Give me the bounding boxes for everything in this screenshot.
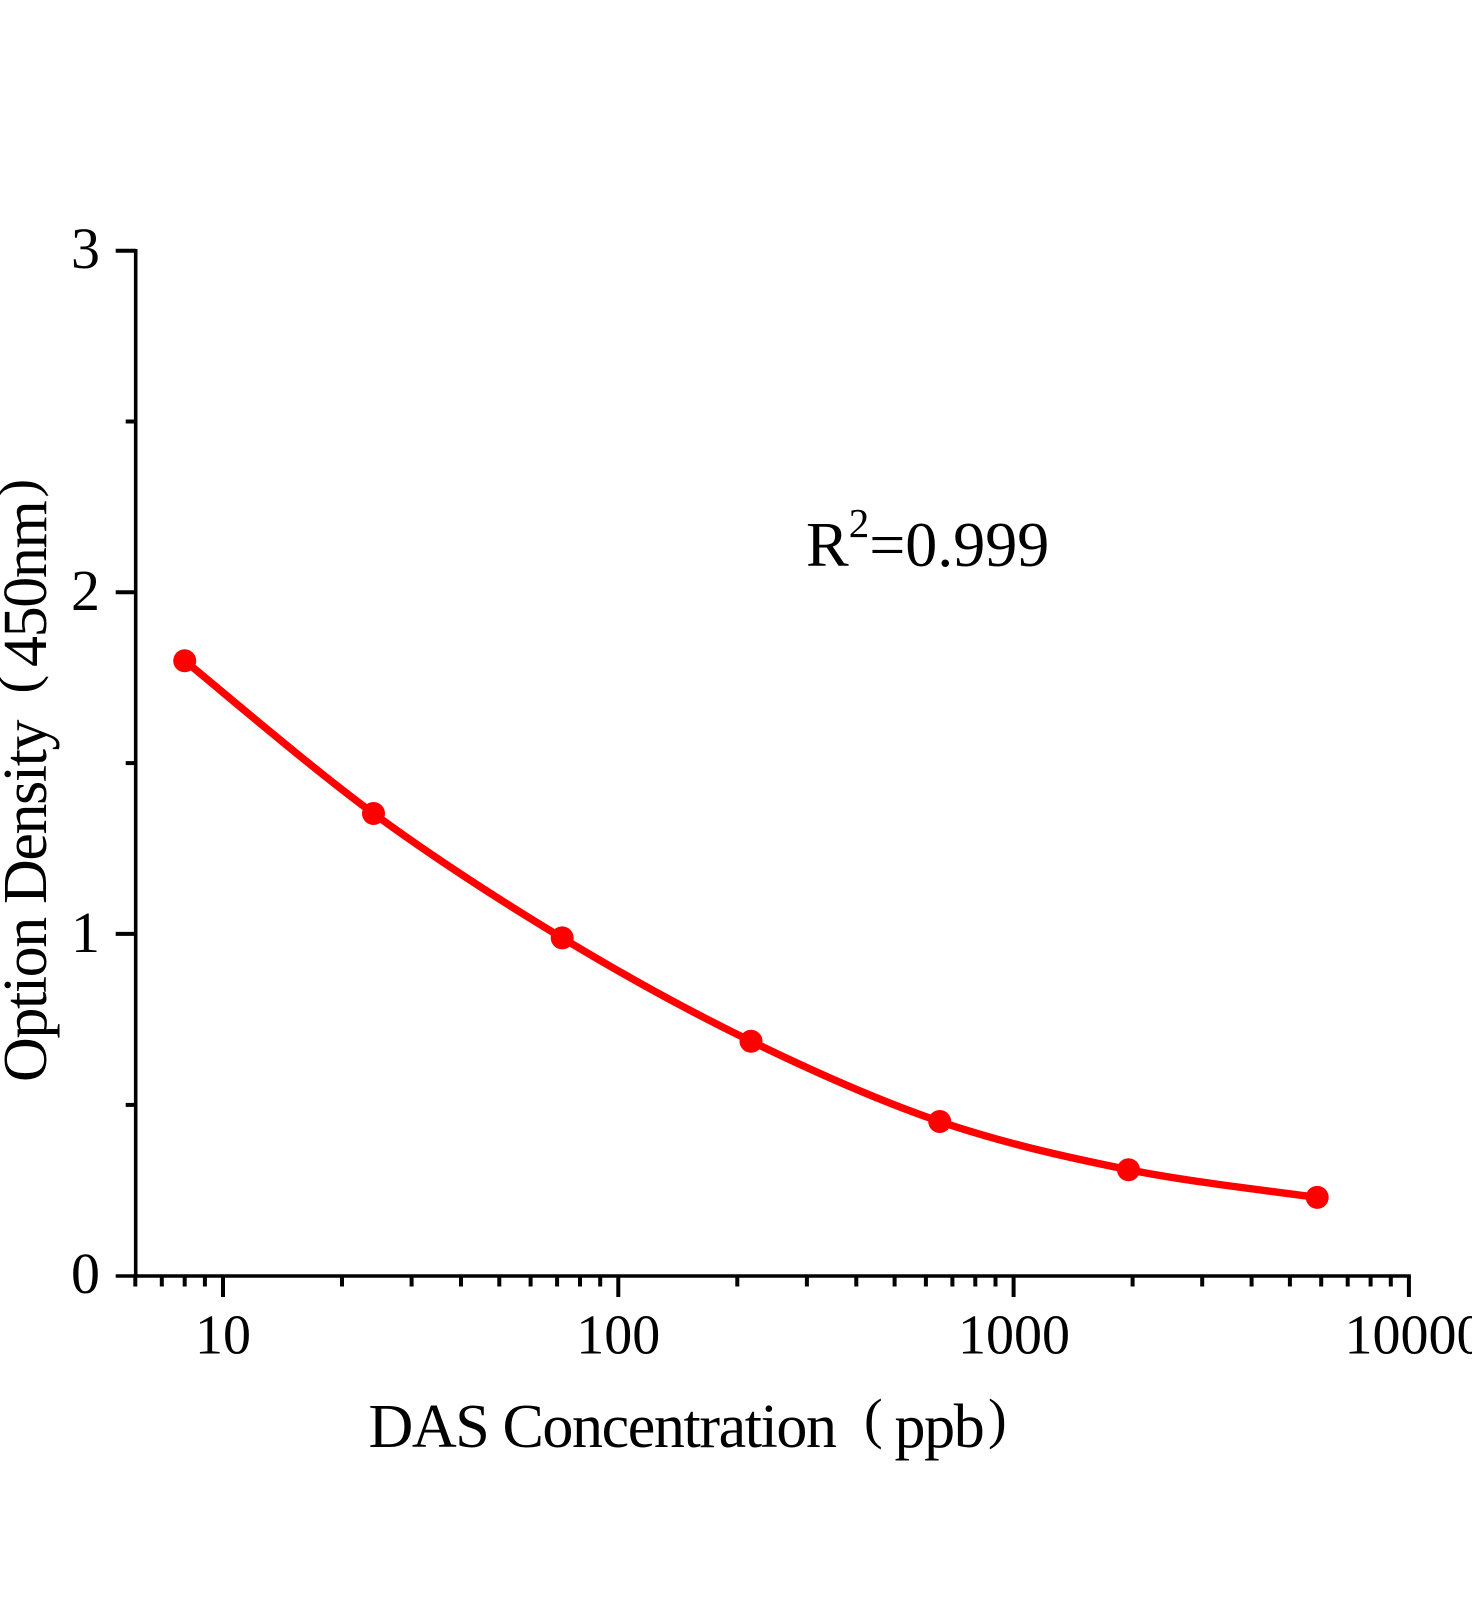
svg-text:1: 1 xyxy=(71,900,100,965)
svg-text:Option Density: Option Density xyxy=(0,719,60,1082)
svg-text:1000: 1000 xyxy=(958,1305,1070,1367)
svg-text:0: 0 xyxy=(71,1241,100,1306)
svg-text:(: ( xyxy=(0,675,50,694)
svg-text:3: 3 xyxy=(71,216,100,281)
svg-text:100: 100 xyxy=(576,1305,660,1367)
svg-text:10: 10 xyxy=(195,1305,251,1367)
svg-text:10000: 10000 xyxy=(1345,1305,1472,1367)
svg-text:R2=0.999: R2=0.999 xyxy=(806,500,1049,580)
svg-text:): ) xyxy=(0,479,50,498)
svg-text:450nm: 450nm xyxy=(0,501,60,667)
svg-text:DAS Concentration: DAS Concentration xyxy=(369,1393,838,1461)
svg-text:2: 2 xyxy=(71,558,100,623)
svg-text:ppb: ppb xyxy=(895,1393,984,1461)
svg-text:): ) xyxy=(988,1389,1007,1451)
svg-text:(: ( xyxy=(864,1389,883,1451)
